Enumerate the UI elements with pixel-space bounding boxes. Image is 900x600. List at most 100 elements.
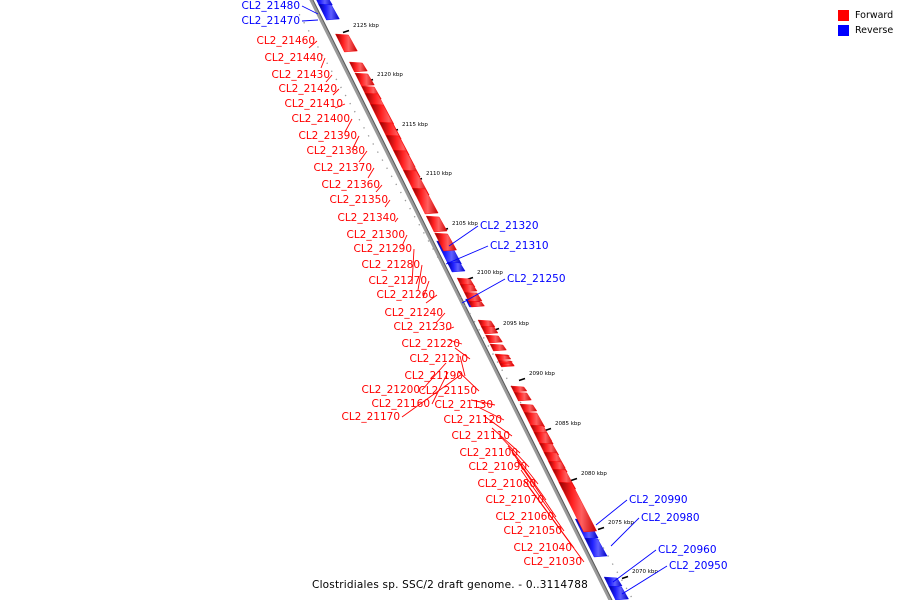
gene-label[interactable]: CL2_21470 xyxy=(241,15,300,27)
gene-features xyxy=(316,0,629,600)
leader-line xyxy=(435,312,446,324)
gene-feature[interactable] xyxy=(510,385,528,393)
gene-label[interactable]: CL2_21100 xyxy=(459,447,518,459)
tick-label: 2125 kbp xyxy=(353,23,379,29)
leader-line xyxy=(612,549,657,583)
gene-label[interactable]: CL2_21220 xyxy=(401,338,460,350)
gene-feature[interactable] xyxy=(459,283,478,293)
gene-label[interactable]: CL2_21230 xyxy=(393,321,452,333)
leader-line xyxy=(320,57,326,69)
gene-feature[interactable] xyxy=(523,411,546,429)
gene-label[interactable]: CL2_20980 xyxy=(641,512,700,524)
gene-feature[interactable] xyxy=(480,325,499,335)
gene-label[interactable]: CL2_21190 xyxy=(404,370,463,382)
leader-line xyxy=(401,373,463,418)
leader-line xyxy=(511,451,547,501)
leader-line xyxy=(308,40,318,49)
gene-label[interactable]: CL2_20990 xyxy=(629,494,688,506)
gene-label[interactable]: CL2_21430 xyxy=(271,69,330,81)
gene-feature[interactable] xyxy=(349,61,368,73)
gene-label[interactable]: CL2_21150 xyxy=(418,385,477,397)
gene-label[interactable]: CL2_21170 xyxy=(341,411,400,423)
gene-feature[interactable] xyxy=(485,334,503,344)
gene-label[interactable]: CL2_20950 xyxy=(669,560,728,572)
leader-line xyxy=(461,278,506,304)
gene-label[interactable]: CL2_21280 xyxy=(361,259,420,271)
gene-label[interactable]: CL2_21440 xyxy=(264,52,323,64)
gene-label[interactable]: CL2_21080 xyxy=(477,478,536,490)
gene-feature[interactable] xyxy=(468,300,485,308)
gene-label[interactable]: CL2_21300 xyxy=(346,229,405,241)
gene-label[interactable]: CL2_21210 xyxy=(409,353,468,365)
leader-line xyxy=(610,517,640,547)
gene-label[interactable]: CL2_21050 xyxy=(503,525,562,537)
gene-feature[interactable] xyxy=(558,481,598,533)
gene-feature[interactable] xyxy=(533,431,554,446)
gene-label[interactable]: CL2_21380 xyxy=(306,145,365,157)
gene-feature[interactable] xyxy=(318,3,340,21)
legend: Forward Reverse xyxy=(838,8,893,38)
gene-label[interactable]: CL2_21110 xyxy=(451,430,510,442)
tick-label: 2075 kbp xyxy=(608,520,634,526)
gene-feature[interactable] xyxy=(495,354,512,361)
gene-label[interactable]: CL2_21040 xyxy=(513,542,572,554)
gene-feature[interactable] xyxy=(434,232,457,252)
gene-label[interactable]: CL2_20960 xyxy=(658,544,717,556)
gene-label[interactable]: CL2_21030 xyxy=(523,556,582,568)
gene-label[interactable]: CL2_21260 xyxy=(376,289,435,301)
leader-line xyxy=(507,445,539,485)
gene-label[interactable]: CL2_21480 xyxy=(241,0,300,12)
gene-label[interactable]: CL2_21370 xyxy=(313,162,372,174)
gene-label[interactable]: CL2_21130 xyxy=(434,399,493,411)
gene-feature[interactable] xyxy=(425,215,448,233)
leader-line xyxy=(422,280,430,299)
leader-line xyxy=(358,150,368,163)
gene-label[interactable]: CL2_21060 xyxy=(495,511,554,523)
leader-line xyxy=(351,135,360,151)
gene-label[interactable]: CL2_21290 xyxy=(353,243,412,255)
leader-line xyxy=(401,234,408,247)
tick-label: 2080 kbp xyxy=(581,471,607,477)
gene-label[interactable]: CL2_21090 xyxy=(468,461,527,473)
tick-label: 2070 kbp xyxy=(632,569,658,575)
leader-line xyxy=(445,326,455,331)
gene-label[interactable]: CL2_21270 xyxy=(368,275,427,287)
gene-label[interactable]: CL2_21460 xyxy=(256,35,315,47)
gene-feature[interactable] xyxy=(608,585,629,600)
leader-line xyxy=(417,264,423,291)
gene-feature[interactable] xyxy=(513,391,532,402)
gene-label[interactable]: CL2_21360 xyxy=(321,179,380,191)
tick-label: 2100 kbp xyxy=(477,270,503,276)
gene-label[interactable]: CL2_21350 xyxy=(329,194,388,206)
gene-label[interactable]: CL2_21200 xyxy=(361,384,420,396)
gene-feature[interactable] xyxy=(499,362,515,367)
gene-feature[interactable] xyxy=(335,33,358,53)
gene-label[interactable]: CL2_21070 xyxy=(485,494,544,506)
gene-feature[interactable] xyxy=(446,261,466,273)
gene-label[interactable]: CL2_21310 xyxy=(490,240,549,252)
gene-label[interactable]: CL2_21320 xyxy=(480,220,539,232)
gene-label[interactable]: CL2_21160 xyxy=(371,398,430,410)
gene-feature[interactable] xyxy=(497,359,514,364)
leader-line xyxy=(477,406,505,421)
gene-label[interactable]: CL2_21250 xyxy=(507,273,566,285)
gene-feature[interactable] xyxy=(354,72,375,87)
gene-label[interactable]: CL2_21120 xyxy=(443,414,502,426)
gene-label[interactable]: CL2_21410 xyxy=(284,98,343,110)
tick-label: 2105 kbp xyxy=(452,221,478,227)
gene-feature[interactable] xyxy=(519,403,538,413)
leader-line xyxy=(470,399,496,406)
tick-label: 2095 kbp xyxy=(503,321,529,327)
gene-feature[interactable] xyxy=(411,187,439,215)
gene-label[interactable]: CL2_21240 xyxy=(384,307,443,319)
gene-label[interactable]: CL2_21420 xyxy=(278,83,337,95)
gene-label[interactable]: CL2_21400 xyxy=(291,113,350,125)
leader-line xyxy=(394,217,399,223)
gene-feature[interactable] xyxy=(489,343,507,352)
reverse-swatch xyxy=(838,25,849,36)
gene-feature[interactable] xyxy=(584,537,608,558)
gene-label[interactable]: CL2_21390 xyxy=(298,130,357,142)
leader-line xyxy=(499,435,530,468)
gene-label[interactable]: CL2_21340 xyxy=(337,212,396,224)
tick-label: 2090 kbp xyxy=(529,371,555,377)
